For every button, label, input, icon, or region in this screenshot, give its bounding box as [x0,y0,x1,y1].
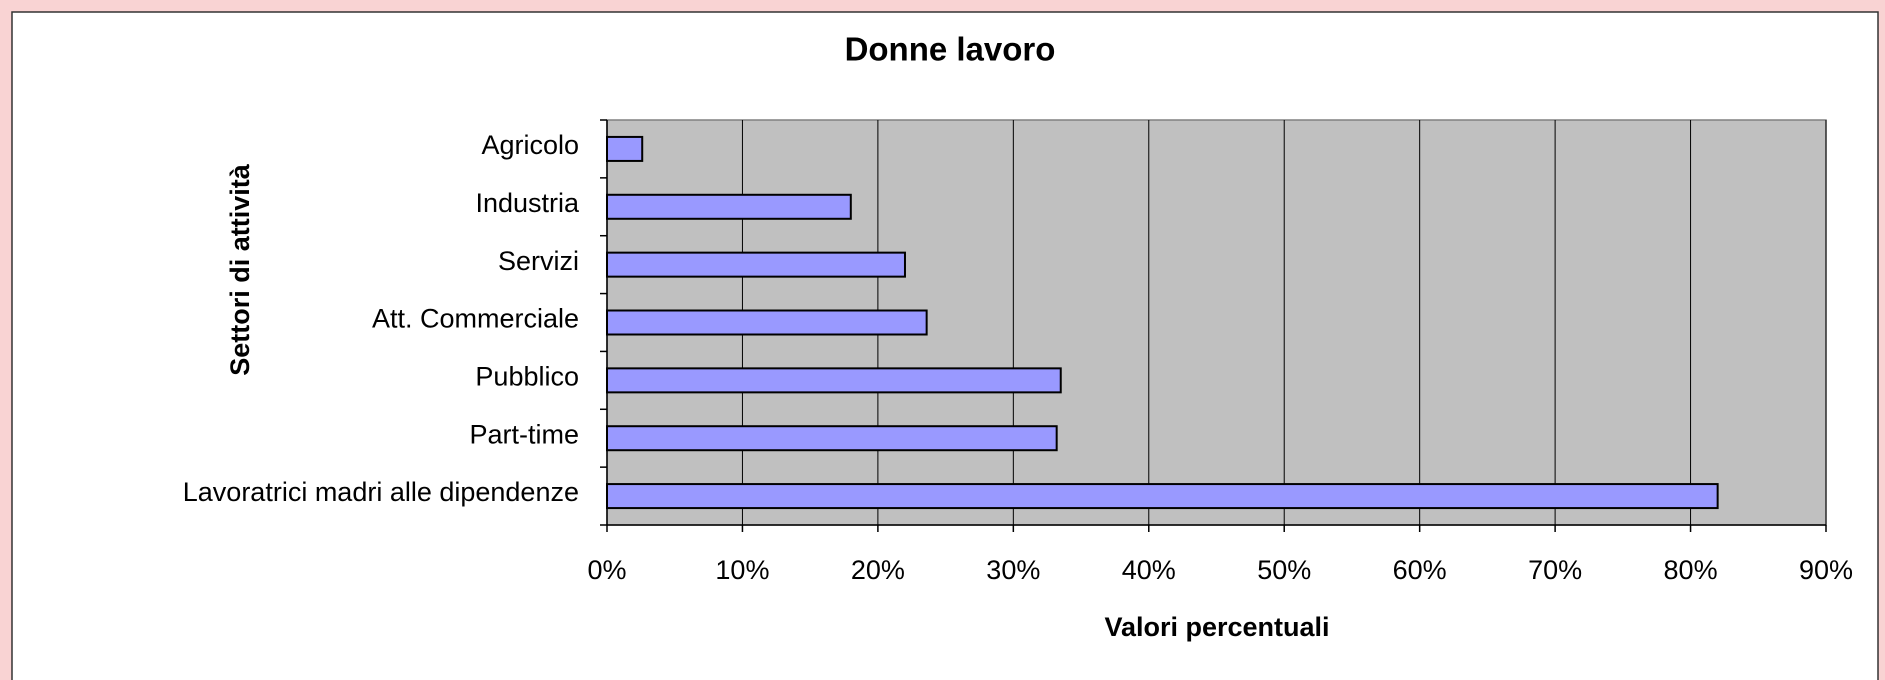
y-axis-title: Settori di attività [225,163,255,376]
x-tick-label: 10% [715,555,769,585]
x-tick-label: 90% [1799,555,1853,585]
x-tick-label: 80% [1664,555,1718,585]
x-tick-label: 20% [851,555,905,585]
bar [606,309,928,336]
bar [606,135,644,162]
x-tick-label: 40% [1122,555,1176,585]
x-tick-label: 70% [1528,555,1582,585]
y-tick-label: Att. Commerciale [372,304,579,334]
y-tick-label: Industria [475,188,580,218]
bar [606,483,1719,510]
y-tick-label: Pubblico [475,361,579,391]
x-tick-label: 0% [587,555,626,585]
bar [606,193,852,220]
x-tick-label: 60% [1393,555,1447,585]
x-tick-label: 50% [1257,555,1311,585]
chart-title: Donne lavoro [845,31,1056,68]
bar [606,367,1062,394]
y-tick-label: Servizi [498,246,579,276]
x-tick-label: 30% [986,555,1040,585]
bar [606,251,906,278]
y-tick-label: Agricolo [481,130,579,160]
y-tick-label: Part-time [469,419,579,449]
y-tick-label: Lavoratrici madri alle dipendenze [183,477,579,507]
bar [606,425,1058,452]
x-axis-title: Valori percentuali [1104,612,1329,642]
